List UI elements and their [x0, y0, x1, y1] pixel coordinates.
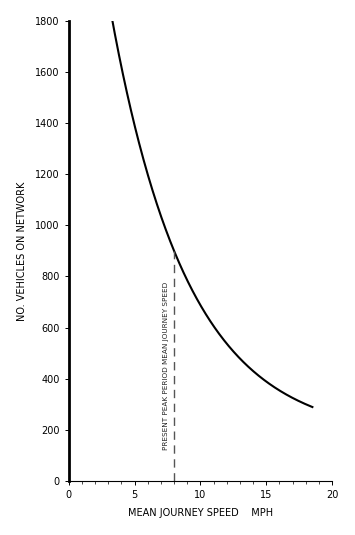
X-axis label: MEAN JOURNEY SPEED    MPH: MEAN JOURNEY SPEED MPH [128, 508, 273, 518]
Y-axis label: NO. VEHICLES ON NETWORK: NO. VEHICLES ON NETWORK [17, 181, 27, 320]
Text: PRESENT PEAK PERIOD MEAN JOURNEY SPEED: PRESENT PEAK PERIOD MEAN JOURNEY SPEED [163, 282, 169, 450]
